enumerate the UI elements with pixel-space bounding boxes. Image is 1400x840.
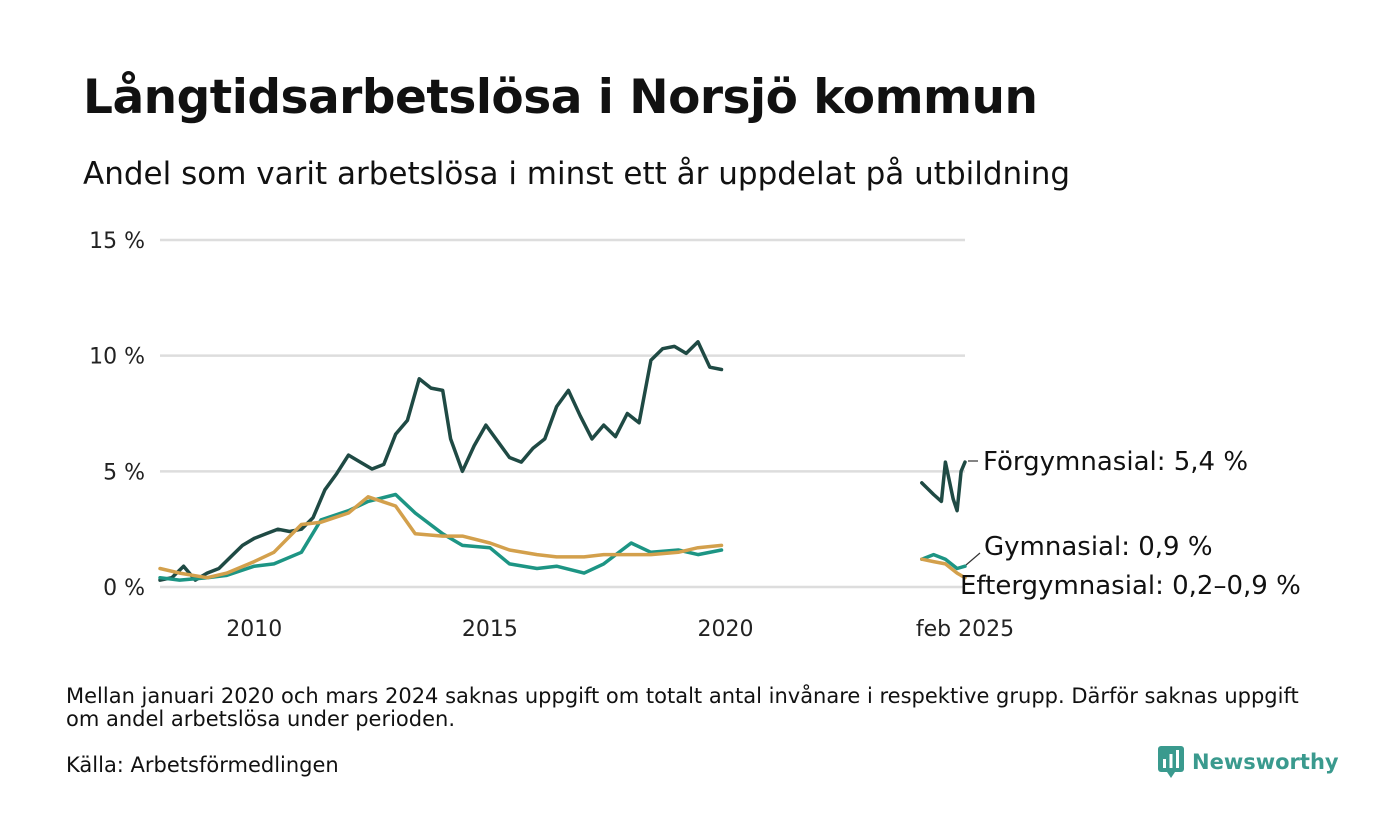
series-gymnasial bbox=[158, 492, 967, 582]
y-tick-label: 15 % bbox=[89, 229, 145, 254]
label-leader-gymnasial bbox=[965, 552, 981, 566]
page-title: Långtidsarbetslösa i Norsjö kommun bbox=[83, 70, 1038, 125]
page-subtitle: Andel som varit arbetslösa i minst ett å… bbox=[83, 156, 1071, 192]
series-label-gymnasial: Gymnasial: 0,9 % bbox=[984, 532, 1213, 562]
x-tick-label: 2020 bbox=[697, 617, 753, 642]
newsworthy-icon bbox=[1158, 746, 1184, 778]
footnote: Mellan januari 2020 och mars 2024 saknas… bbox=[66, 684, 1299, 731]
line-chart: 0 % 5 % 10 % 15 % 2010 2015 2020 feb 2025 Förg… bbox=[89, 229, 1301, 642]
series-label-forgymnasial: Förgymnasial: 5,4 % bbox=[983, 447, 1248, 477]
source-text: Källa: Arbetsförmedlingen bbox=[66, 753, 339, 777]
series-layer bbox=[158, 340, 967, 582]
x-axis-labels: 2010 2015 2020 feb 2025 bbox=[226, 617, 1014, 642]
series-eftergymnasial bbox=[158, 495, 967, 580]
y-tick-label: 5 % bbox=[103, 460, 145, 485]
series-line-eftergymnasial bbox=[920, 557, 967, 580]
x-tick-label: feb 2025 bbox=[916, 617, 1014, 642]
series-line-gymnasial bbox=[920, 552, 967, 571]
series-line-eftergymnasial bbox=[158, 495, 724, 580]
series-forgymnasial bbox=[158, 340, 967, 582]
grid-layer bbox=[160, 238, 965, 589]
series-line-forgymnasial bbox=[920, 460, 967, 513]
series-line-gymnasial bbox=[158, 492, 724, 582]
newsworthy-logo: Newsworthy bbox=[1158, 746, 1339, 778]
y-tick-label: 10 % bbox=[89, 345, 145, 370]
y-tick-label: 0 % bbox=[103, 576, 145, 601]
series-labels: Förgymnasial: 5,4 % Gymnasial: 0,9 % Efter… bbox=[960, 447, 1301, 601]
y-axis-labels: 0 % 5 % 10 % 15 % bbox=[89, 229, 145, 601]
series-label-eftergymnasial: Eftergymnasial: 0,2–0,9 % bbox=[960, 571, 1301, 601]
x-tick-label: 2015 bbox=[462, 617, 518, 642]
x-tick-label: 2010 bbox=[226, 617, 282, 642]
series-line-forgymnasial bbox=[158, 340, 724, 582]
brand-name: Newsworthy bbox=[1192, 750, 1339, 774]
